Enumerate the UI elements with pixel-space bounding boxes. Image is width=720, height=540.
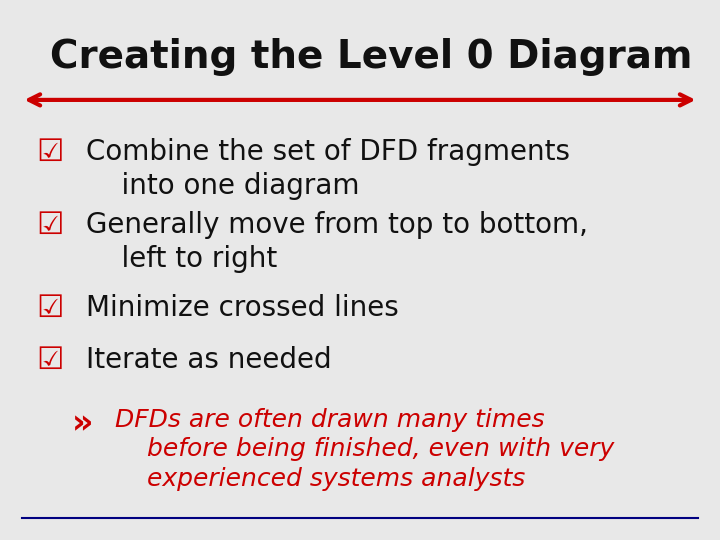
Text: Iterate as needed: Iterate as needed bbox=[86, 346, 332, 374]
Text: ☑: ☑ bbox=[36, 294, 63, 323]
Text: Combine the set of DFD fragments
    into one diagram: Combine the set of DFD fragments into on… bbox=[86, 138, 570, 200]
Text: Creating the Level 0 Diagram: Creating the Level 0 Diagram bbox=[50, 38, 693, 76]
Text: Minimize crossed lines: Minimize crossed lines bbox=[86, 294, 399, 322]
Text: ☑: ☑ bbox=[36, 211, 63, 240]
Text: »: » bbox=[72, 408, 94, 441]
Text: ☑: ☑ bbox=[36, 346, 63, 375]
Text: DFDs are often drawn many times
    before being finished, even with very
    ex: DFDs are often drawn many times before b… bbox=[115, 408, 614, 491]
Text: Generally move from top to bottom,
    left to right: Generally move from top to bottom, left … bbox=[86, 211, 588, 273]
Text: ☑: ☑ bbox=[36, 138, 63, 167]
